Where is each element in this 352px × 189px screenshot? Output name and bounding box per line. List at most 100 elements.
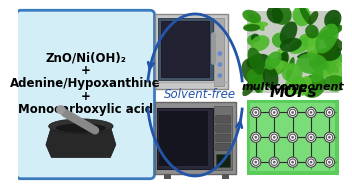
Ellipse shape (266, 58, 295, 70)
Ellipse shape (263, 66, 278, 89)
FancyBboxPatch shape (216, 134, 231, 141)
Circle shape (269, 157, 279, 167)
Ellipse shape (324, 36, 345, 51)
Ellipse shape (278, 49, 290, 62)
Ellipse shape (276, 57, 286, 66)
FancyBboxPatch shape (216, 125, 231, 132)
Ellipse shape (280, 53, 288, 67)
Circle shape (288, 107, 298, 118)
Ellipse shape (308, 11, 318, 25)
Circle shape (306, 107, 316, 118)
Ellipse shape (284, 79, 301, 95)
Ellipse shape (266, 59, 283, 77)
Ellipse shape (243, 24, 260, 31)
Circle shape (310, 136, 312, 139)
Ellipse shape (299, 34, 315, 47)
Circle shape (291, 136, 294, 139)
Circle shape (310, 161, 312, 163)
Ellipse shape (307, 29, 319, 61)
Text: +: + (81, 64, 90, 77)
Ellipse shape (247, 48, 265, 75)
Ellipse shape (314, 67, 328, 79)
Ellipse shape (312, 53, 339, 73)
FancyBboxPatch shape (250, 103, 335, 171)
Ellipse shape (265, 51, 282, 70)
FancyBboxPatch shape (155, 14, 228, 89)
Ellipse shape (56, 123, 106, 133)
Ellipse shape (323, 75, 347, 91)
Circle shape (218, 73, 222, 78)
Ellipse shape (247, 69, 266, 89)
Circle shape (254, 136, 257, 139)
Ellipse shape (289, 37, 314, 54)
Ellipse shape (328, 17, 340, 34)
Circle shape (306, 157, 316, 167)
FancyBboxPatch shape (214, 106, 232, 170)
Circle shape (56, 105, 65, 114)
Ellipse shape (243, 22, 268, 29)
Ellipse shape (311, 70, 323, 83)
FancyBboxPatch shape (17, 10, 155, 179)
Ellipse shape (291, 76, 306, 94)
Circle shape (324, 132, 334, 142)
Circle shape (310, 111, 312, 114)
FancyArrowPatch shape (65, 113, 95, 130)
FancyBboxPatch shape (216, 143, 231, 151)
Ellipse shape (321, 51, 342, 75)
Circle shape (273, 136, 276, 139)
Ellipse shape (250, 75, 264, 93)
Ellipse shape (305, 25, 319, 39)
Circle shape (328, 161, 331, 163)
FancyBboxPatch shape (157, 108, 213, 169)
Ellipse shape (315, 24, 338, 53)
FancyBboxPatch shape (159, 111, 208, 166)
Text: ZnO/Ni(OH)₂: ZnO/Ni(OH)₂ (45, 51, 126, 64)
Ellipse shape (247, 54, 270, 69)
Ellipse shape (318, 25, 343, 40)
Ellipse shape (271, 4, 291, 25)
Circle shape (324, 157, 334, 167)
Text: Adenine/Hypoxanthine: Adenine/Hypoxanthine (10, 77, 161, 90)
Ellipse shape (316, 42, 338, 66)
Circle shape (251, 132, 261, 142)
Circle shape (269, 107, 279, 118)
Circle shape (291, 111, 294, 114)
Circle shape (251, 107, 261, 118)
Ellipse shape (325, 47, 341, 61)
Ellipse shape (272, 33, 288, 48)
Circle shape (254, 111, 257, 114)
FancyBboxPatch shape (247, 11, 339, 93)
Ellipse shape (290, 81, 299, 93)
Text: Monocarboxylic acid: Monocarboxylic acid (18, 103, 153, 116)
Ellipse shape (282, 63, 303, 82)
Ellipse shape (328, 59, 344, 88)
Ellipse shape (298, 76, 312, 96)
Circle shape (291, 161, 294, 163)
Ellipse shape (255, 87, 260, 93)
FancyBboxPatch shape (216, 154, 230, 167)
Ellipse shape (280, 21, 297, 44)
Ellipse shape (249, 14, 265, 31)
Ellipse shape (275, 51, 289, 74)
Ellipse shape (247, 35, 256, 45)
FancyBboxPatch shape (247, 100, 339, 175)
Ellipse shape (266, 6, 283, 23)
Circle shape (328, 136, 331, 139)
Ellipse shape (317, 48, 330, 62)
Ellipse shape (286, 57, 295, 80)
Circle shape (269, 132, 279, 142)
Ellipse shape (324, 10, 341, 29)
Ellipse shape (309, 54, 327, 70)
Text: multicomponent: multicomponent (242, 82, 345, 92)
Ellipse shape (49, 119, 113, 134)
FancyBboxPatch shape (158, 18, 213, 80)
Ellipse shape (302, 74, 326, 98)
Circle shape (288, 157, 298, 167)
FancyBboxPatch shape (214, 18, 225, 86)
Ellipse shape (293, 5, 311, 26)
Ellipse shape (242, 77, 259, 96)
FancyBboxPatch shape (161, 21, 209, 77)
Circle shape (324, 107, 334, 118)
Circle shape (218, 62, 222, 67)
Ellipse shape (299, 4, 312, 25)
